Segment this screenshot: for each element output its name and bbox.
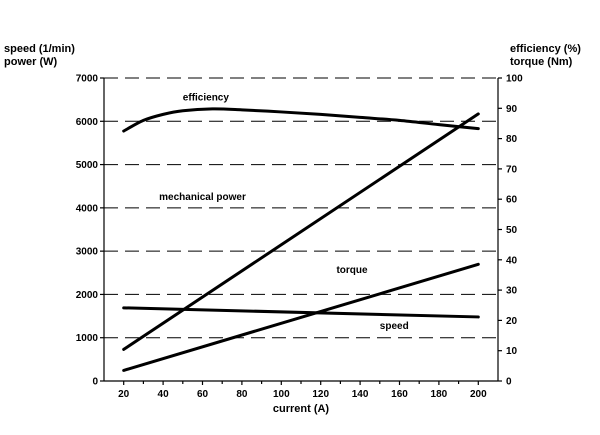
series-annotation: mechanical power — [159, 192, 246, 203]
y-left-tick-label: 0 — [92, 377, 98, 388]
y-left-axis-title-line: speed (1/min) — [4, 43, 75, 55]
y-right-axis-title-line: torque (Nm) — [510, 56, 573, 68]
x-tick-label: 40 — [158, 389, 170, 400]
y-right-tick-label: 0 — [506, 377, 512, 388]
y-right-axis-title-line: efficiency (%) — [510, 43, 581, 55]
axes — [100, 77, 502, 385]
y-right-tick-label: 70 — [506, 164, 518, 175]
y-left-tick-label: 3000 — [76, 247, 99, 258]
gridlines — [104, 77, 498, 339]
x-tick-label: 20 — [118, 389, 130, 400]
series-line-efficiency — [122, 107, 480, 133]
y-left-tick-label: 1000 — [76, 333, 99, 344]
x-tick-label: 140 — [352, 389, 369, 400]
y-left-tick-label: 5000 — [76, 160, 99, 171]
y-left-tick-label: 2000 — [76, 290, 99, 301]
labels: 0 1000 2000 3000 4000 5000 6000 7000 0 10 20 30 40 50… — [4, 43, 581, 415]
y-right-tick-label: 80 — [506, 134, 518, 145]
y-right-tick-label: 60 — [506, 195, 518, 206]
x-tick-label: 60 — [197, 389, 209, 400]
x-tick-label: 200 — [470, 389, 487, 400]
x-tick-label: 80 — [236, 389, 248, 400]
y-right-tick-label: 40 — [506, 255, 518, 266]
series-annotation: torque — [336, 265, 368, 276]
series-lines — [122, 107, 480, 372]
series-annotation: efficiency — [183, 93, 230, 104]
y-right-tick-label: 50 — [506, 225, 518, 236]
y-right-tick-label: 30 — [506, 286, 518, 297]
y-right-tick-label: 90 — [506, 104, 518, 115]
y-right-tick-label: 100 — [506, 74, 523, 85]
series-line-torque — [122, 262, 480, 372]
series-annotation: speed — [380, 321, 409, 332]
y-left-tick-label: 6000 — [76, 117, 99, 128]
x-tick-label: 120 — [312, 389, 329, 400]
x-tick-label: 160 — [391, 389, 408, 400]
y-left-tick-label: 7000 — [76, 74, 99, 85]
series-line-speed — [122, 306, 480, 319]
x-tick-label: 180 — [431, 389, 448, 400]
y-left-tick-label: 4000 — [76, 203, 99, 214]
y-left-axis-title-line: power (W) — [4, 56, 57, 68]
x-axis-title: current (A) — [273, 403, 330, 415]
y-right-tick-label: 10 — [506, 346, 518, 357]
x-tick-label: 100 — [273, 389, 290, 400]
y-right-tick-label: 20 — [506, 316, 518, 327]
